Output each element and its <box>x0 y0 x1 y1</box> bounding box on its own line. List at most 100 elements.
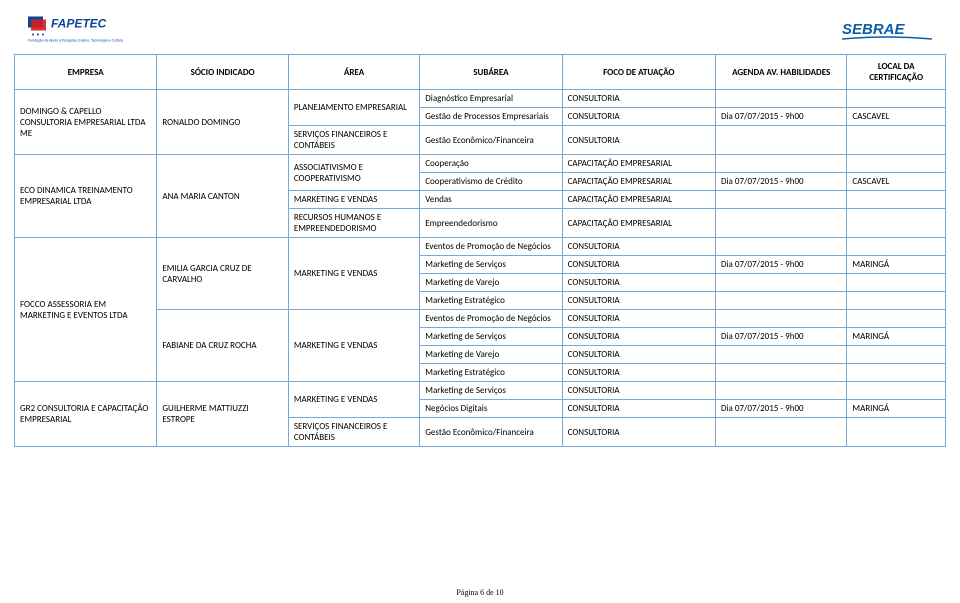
cell-area: MARKETING E VENDAS <box>288 382 419 418</box>
cell-subarea: Marketing Estratégico <box>420 364 562 382</box>
logo-sebrae: SEBRAE <box>842 14 932 46</box>
cell-local: CASCAVEL <box>847 108 946 126</box>
cell-agenda: Dia 07/07/2015 - 9h00 <box>715 108 846 126</box>
cell-area: MARKETING E VENDAS <box>288 310 419 382</box>
cell-subarea: Vendas <box>420 191 562 209</box>
cell-subarea: Marketing de Varejo <box>420 346 562 364</box>
col-header-local: LOCAL DA CERTIFICAÇÃO <box>847 55 946 90</box>
svg-text:FAPETEC: FAPETEC <box>51 17 107 31</box>
col-header-subarea: SUBÁREA <box>420 55 562 90</box>
cell-socio: ANA MARIA CANTON <box>157 155 288 238</box>
table-row: ECO DINAMICA TREINAMENTO EMPRESARIAL LTD… <box>15 155 946 173</box>
main-table: EMPRESA SÓCIO INDICADO ÁREA SUBÁREA FOCO… <box>14 54 946 447</box>
cell-subarea: Cooperativismo de Crédito <box>420 173 562 191</box>
cell-subarea: Empreendedorismo <box>420 209 562 238</box>
cell-area: MARKETING E VENDAS <box>288 238 419 310</box>
cell-area: PLANEJAMENTO EMPRESARIAL <box>288 90 419 126</box>
cell-agenda <box>715 90 846 108</box>
cell-foco: CONSULTORIA <box>562 346 715 364</box>
cell-foco: CAPACITAÇÃO EMPRESARIAL <box>562 209 715 238</box>
cell-area: RECURSOS HUMANOS E EMPREENDEDORISMO <box>288 209 419 238</box>
cell-area: MARKETING E VENDAS <box>288 191 419 209</box>
cell-local <box>847 191 946 209</box>
cell-local <box>847 90 946 108</box>
cell-socio: GUILHERME MATTIUZZI ESTROPE <box>157 382 288 447</box>
cell-agenda <box>715 191 846 209</box>
svg-text:Fundação de Apoio à Pesquisa,: Fundação de Apoio à Pesquisa, Ensino, Te… <box>28 39 123 43</box>
col-header-socio: SÓCIO INDICADO <box>157 55 288 90</box>
table-row: DOMINGO & CAPELLO CONSULTORIA EMPRESARIA… <box>15 90 946 108</box>
cell-subarea: Gestão Econômico/Financeira <box>420 126 562 155</box>
cell-foco: CONSULTORIA <box>562 108 715 126</box>
header-row: EMPRESA SÓCIO INDICADO ÁREA SUBÁREA FOCO… <box>15 55 946 90</box>
table-body: DOMINGO & CAPELLO CONSULTORIA EMPRESARIA… <box>15 90 946 447</box>
col-header-empresa: EMPRESA <box>15 55 157 90</box>
cell-socio: EMILIA GARCIA CRUZ DE CARVALHO <box>157 238 288 310</box>
cell-agenda <box>715 274 846 292</box>
fapetec-logo-icon: FAPETEC Fundação de Apoio à Pesquisa, En… <box>28 10 148 50</box>
cell-foco: CONSULTORIA <box>562 364 715 382</box>
col-header-agenda: AGENDA AV. HABILIDADES <box>715 55 846 90</box>
cell-empresa: FOCCO ASSESSORIA EM MARKETING E EVENTOS … <box>15 238 157 382</box>
cell-foco: CONSULTORIA <box>562 328 715 346</box>
cell-agenda <box>715 364 846 382</box>
cell-foco: CAPACITAÇÃO EMPRESARIAL <box>562 191 715 209</box>
col-header-area: ÁREA <box>288 55 419 90</box>
cell-subarea: Marketing de Serviços <box>420 256 562 274</box>
cell-area: ASSOCIATIVISMO E COOPERATIVISMO <box>288 155 419 191</box>
cell-local <box>847 274 946 292</box>
cell-local <box>847 346 946 364</box>
cell-local <box>847 364 946 382</box>
cell-agenda: Dia 07/07/2015 - 9h00 <box>715 328 846 346</box>
cell-local <box>847 126 946 155</box>
cell-empresa: GR2 CONSULTORIA E CAPACITAÇÃO EMPRESARIA… <box>15 382 157 447</box>
cell-subarea: Negócios Digitais <box>420 400 562 418</box>
cell-subarea: Eventos de Promoção de Negócios <box>420 310 562 328</box>
cell-local <box>847 238 946 256</box>
cell-foco: CAPACITAÇÃO EMPRESARIAL <box>562 173 715 191</box>
cell-local <box>847 155 946 173</box>
page-footer: Página 6 de 10 <box>0 588 960 597</box>
cell-local: CASCAVEL <box>847 173 946 191</box>
cell-socio: RONALDO DOMINGO <box>157 90 288 155</box>
logo-fapetec: FAPETEC Fundação de Apoio à Pesquisa, En… <box>28 10 148 50</box>
cell-agenda <box>715 155 846 173</box>
cell-subarea: Cooperação <box>420 155 562 173</box>
cell-area: SERVIÇOS FINANCEIROS E CONTÁBEIS <box>288 418 419 447</box>
cell-agenda <box>715 209 846 238</box>
sebrae-logo-icon: SEBRAE <box>842 14 932 46</box>
cell-subarea: Marketing Estratégico <box>420 292 562 310</box>
cell-area: SERVIÇOS FINANCEIROS E CONTÁBEIS <box>288 126 419 155</box>
table-row: FOCCO ASSESSORIA EM MARKETING E EVENTOS … <box>15 238 946 256</box>
cell-subarea: Marketing de Serviços <box>420 382 562 400</box>
cell-subarea: Marketing de Serviços <box>420 328 562 346</box>
cell-socio: FABIANE DA CRUZ ROCHA <box>157 310 288 382</box>
cell-agenda: Dia 07/07/2015 - 9h00 <box>715 256 846 274</box>
cell-local <box>847 418 946 447</box>
cell-subarea: Diagnóstico Empresarial <box>420 90 562 108</box>
cell-agenda <box>715 418 846 447</box>
cell-local: MARINGÁ <box>847 256 946 274</box>
cell-foco: CONSULTORIA <box>562 418 715 447</box>
cell-foco: CONSULTORIA <box>562 274 715 292</box>
cell-local <box>847 209 946 238</box>
cell-local <box>847 292 946 310</box>
cell-agenda: Dia 07/07/2015 - 9h00 <box>715 400 846 418</box>
cell-agenda <box>715 346 846 364</box>
col-header-foco: FOCO DE ATUAÇÃO <box>562 55 715 90</box>
svg-text:SEBRAE: SEBRAE <box>842 21 906 38</box>
cell-foco: CONSULTORIA <box>562 126 715 155</box>
cell-foco: CAPACITAÇÃO EMPRESARIAL <box>562 155 715 173</box>
cell-subarea: Gestão de Processos Empresariais <box>420 108 562 126</box>
cell-empresa: ECO DINAMICA TREINAMENTO EMPRESARIAL LTD… <box>15 155 157 238</box>
cell-empresa: DOMINGO & CAPELLO CONSULTORIA EMPRESARIA… <box>15 90 157 155</box>
cell-agenda <box>715 238 846 256</box>
page-header: FAPETEC Fundação de Apoio à Pesquisa, En… <box>0 0 960 54</box>
table-row: GR2 CONSULTORIA E CAPACITAÇÃO EMPRESARIA… <box>15 382 946 400</box>
cell-local: MARINGÁ <box>847 400 946 418</box>
cell-subarea: Marketing de Varejo <box>420 274 562 292</box>
cell-agenda: Dia 07/07/2015 - 9h00 <box>715 173 846 191</box>
cell-subarea: Gestão Econômico/Financeira <box>420 418 562 447</box>
cell-foco: CONSULTORIA <box>562 90 715 108</box>
cell-local <box>847 310 946 328</box>
